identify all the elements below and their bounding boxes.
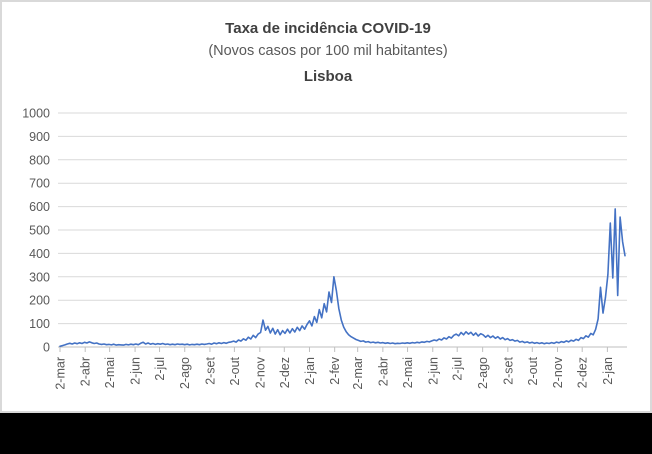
svg-text:2-mar: 2-mar (54, 357, 68, 390)
svg-text:2-mai: 2-mai (103, 357, 117, 388)
svg-text:2-out: 2-out (228, 356, 242, 385)
line-chart-plot: 0 100 200 300 400 500 600 700 800 900 1000 2-mar 2-a… (22, 107, 627, 390)
svg-text:2-fev: 2-fev (328, 356, 342, 385)
svg-text:0: 0 (43, 341, 50, 355)
svg-text:400: 400 (29, 247, 50, 261)
svg-text:2-dez: 2-dez (278, 357, 292, 388)
svg-text:2-jul: 2-jul (451, 357, 465, 381)
svg-text:2-jun: 2-jun (129, 357, 143, 385)
svg-text:2-nov: 2-nov (551, 356, 565, 388)
svg-text:800: 800 (29, 153, 50, 167)
svg-text:2-set: 2-set (501, 356, 515, 384)
svg-text:600: 600 (29, 200, 50, 214)
svg-text:2-nov: 2-nov (253, 356, 267, 388)
svg-text:2-ago: 2-ago (476, 357, 490, 389)
svg-text:2-jun: 2-jun (426, 357, 440, 385)
svg-text:200: 200 (29, 294, 50, 308)
svg-text:2-ago: 2-ago (178, 357, 192, 389)
svg-text:2-mai: 2-mai (401, 357, 415, 388)
svg-text:2-jan: 2-jan (303, 357, 317, 385)
svg-text:700: 700 (29, 177, 50, 191)
svg-text:2-out: 2-out (526, 356, 540, 385)
svg-text:1000: 1000 (22, 107, 50, 121)
svg-text:2-abr: 2-abr (376, 357, 390, 386)
background-strip (0, 413, 652, 454)
svg-text:2-dez: 2-dez (576, 357, 590, 388)
svg-text:900: 900 (29, 130, 50, 144)
svg-text:2-mar: 2-mar (351, 357, 365, 390)
svg-text:300: 300 (29, 270, 50, 284)
chart-panel: 0 100 200 300 400 500 600 700 800 900 1000 2-mar 2-a… (0, 0, 652, 413)
svg-text:2-jan: 2-jan (601, 357, 615, 385)
svg-text:2-set: 2-set (203, 356, 217, 384)
svg-text:100: 100 (29, 317, 50, 331)
svg-text:500: 500 (29, 224, 50, 238)
svg-text:2-jul: 2-jul (153, 357, 167, 381)
svg-text:2-abr: 2-abr (79, 357, 93, 386)
